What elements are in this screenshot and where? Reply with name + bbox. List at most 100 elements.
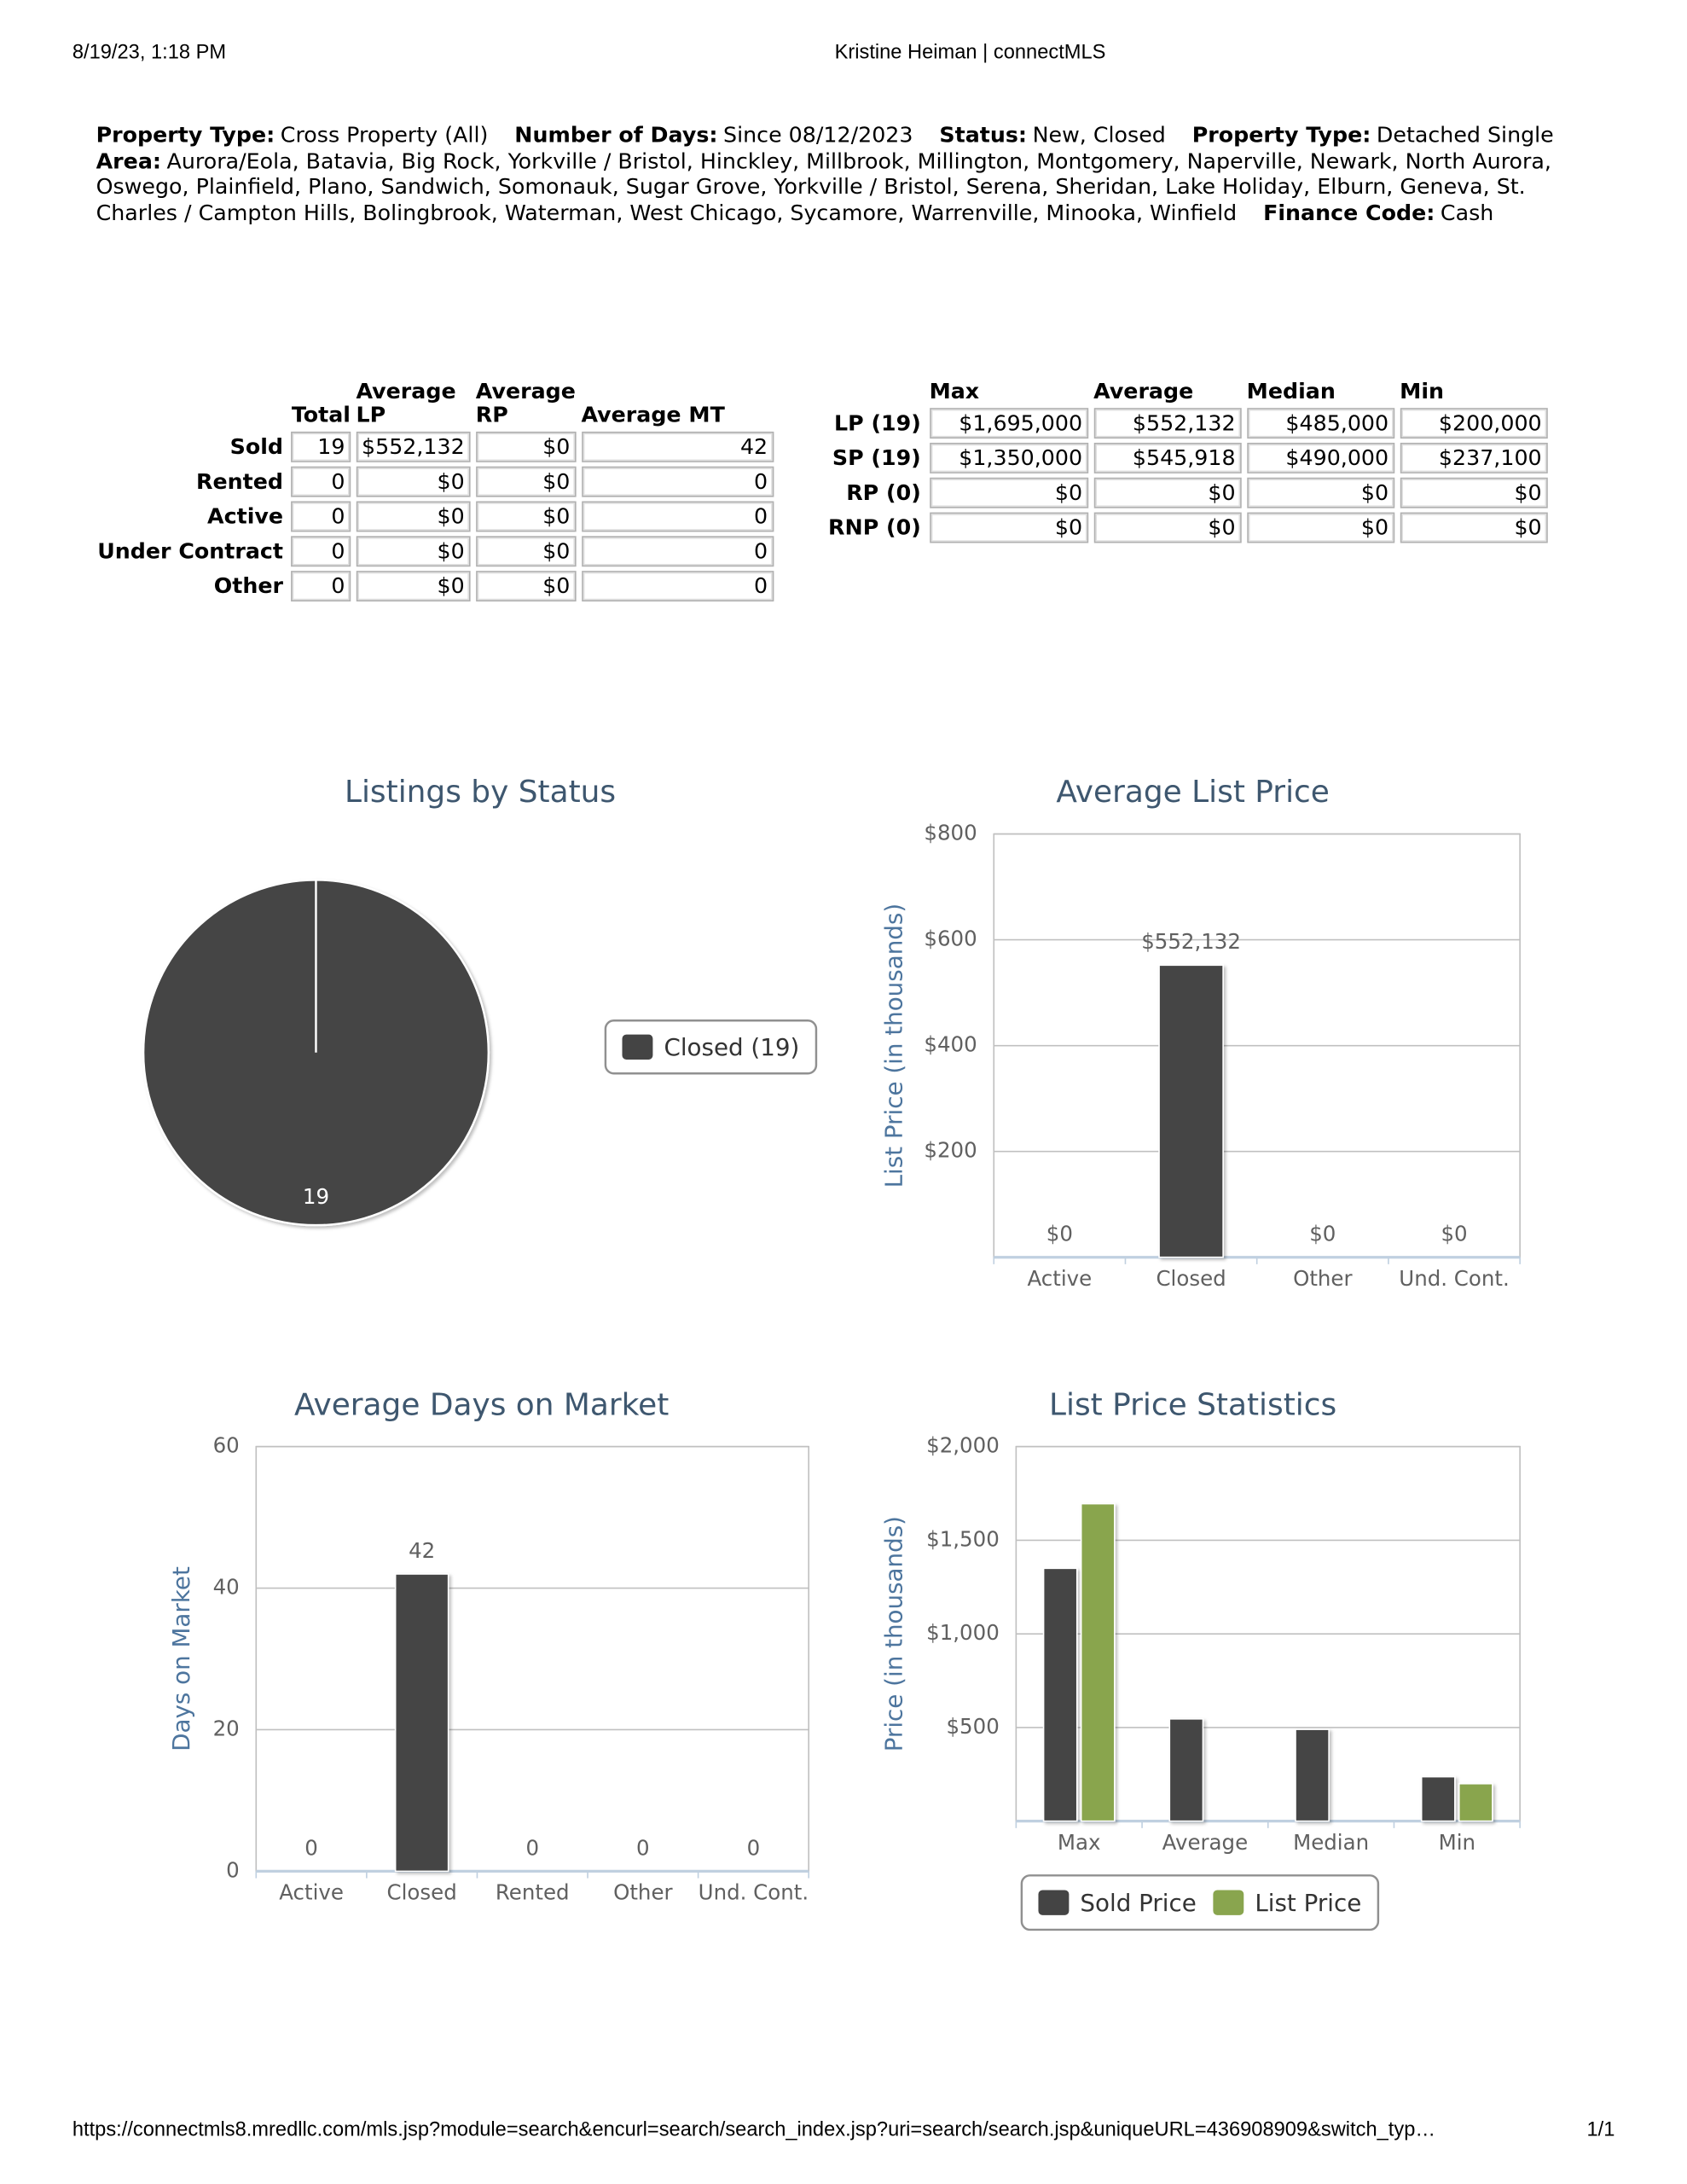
- criteria-item: Property Type: Detached Single: [1192, 123, 1554, 148]
- table-cell: 42: [581, 431, 774, 462]
- column-header: Total: [291, 402, 351, 428]
- column-header: Average: [1093, 378, 1194, 404]
- chart-title: Average List Price: [1056, 775, 1330, 810]
- y-axis-title: Price (in thousands): [879, 1516, 907, 1751]
- data-label: 42: [409, 1538, 435, 1563]
- criteria-item: Finance Code: Cash: [1263, 200, 1493, 224]
- legend-swatch: [1213, 1890, 1244, 1915]
- chart-title: Listings by Status: [345, 775, 616, 810]
- table-cell: $0: [475, 466, 576, 497]
- y-tick-label: $600: [924, 926, 977, 951]
- table-cell: 0: [581, 571, 774, 602]
- print-title: Kristine Heiman | connectMLS: [834, 41, 1106, 65]
- x-tick-label: Closed: [387, 1880, 457, 1905]
- y-tick-label: $400: [924, 1032, 977, 1057]
- y-tick-label: $1,500: [926, 1526, 1000, 1551]
- table-row: Under Contract 0 $0 $0 0: [97, 536, 774, 567]
- x-tick-label: Min: [1439, 1830, 1475, 1855]
- x-tick-label: Und. Cont.: [699, 1880, 809, 1905]
- column-header: Min: [1400, 378, 1445, 404]
- x-tick-label: Max: [1058, 1830, 1101, 1855]
- table-cell: $237,100: [1400, 442, 1548, 473]
- legend-swatch: [622, 1034, 653, 1060]
- bar: [394, 1573, 449, 1873]
- table-cell: 0: [581, 501, 774, 532]
- y-tick-label: $2,000: [926, 1433, 1000, 1458]
- row-header: Active: [207, 502, 284, 529]
- table-cell: $485,000: [1246, 408, 1394, 439]
- summary-table: Total Average LP Average RP Average MT Sold 1…: [92, 376, 779, 606]
- table-cell: $0: [475, 431, 576, 462]
- table-cell: $552,132: [356, 431, 471, 462]
- table-cell: $200,000: [1400, 408, 1548, 439]
- column-header: Median: [1246, 378, 1336, 404]
- row-header: LP (19): [833, 410, 921, 435]
- table-cell: $1,350,000: [929, 442, 1088, 473]
- data-label: 0: [747, 1835, 761, 1860]
- y-tick-label: $800: [924, 821, 977, 845]
- row-header: Rented: [196, 468, 284, 494]
- table-row: Sold 19 $552,132 $0 42: [97, 431, 774, 462]
- criteria-value: Cash: [1440, 200, 1494, 225]
- plot-area: [255, 1445, 810, 1873]
- table-cell: $0: [1400, 477, 1548, 508]
- row-header: SP (19): [832, 444, 921, 470]
- x-tick-label: Und. Cont.: [1399, 1266, 1509, 1291]
- legend-label: Closed (19): [664, 1033, 799, 1061]
- table-row: Other 0 $0 $0 0: [97, 571, 774, 602]
- legend-label: List Price: [1255, 1889, 1361, 1917]
- table-cell: $490,000: [1246, 442, 1394, 473]
- legend-swatch: [1038, 1890, 1070, 1915]
- legend-box: [604, 1019, 818, 1075]
- x-tick-label: Active: [1028, 1266, 1093, 1291]
- table-row: SP (19) $1,350,000 $545,918 $490,000 $237,10…: [828, 442, 1548, 473]
- table-cell: $0: [356, 466, 471, 497]
- criteria-value: Since 08/12/2023: [723, 122, 913, 148]
- chart-title: List Price Statistics: [1049, 1387, 1336, 1422]
- header-row: Max Average Median Min: [828, 380, 1547, 404]
- y-tick-label: $200: [924, 1138, 977, 1163]
- bar: [1168, 1718, 1204, 1822]
- print-date: 8/19/23, 1:18 PM: [72, 41, 227, 65]
- search-criteria: Property Type: Cross Property (All) Numbe…: [96, 123, 1614, 226]
- table-cell: $545,918: [1093, 442, 1242, 473]
- column-header: Average RP: [475, 378, 576, 428]
- table-row: RP (0) $0 $0 $0 $0: [828, 477, 1548, 508]
- column-header: Average MT: [581, 402, 725, 428]
- table-cell: 0: [291, 536, 351, 567]
- criteria-label: Property Type:: [96, 122, 275, 148]
- x-tick-label: Average: [1162, 1830, 1248, 1855]
- table-cell: $0: [1400, 512, 1548, 543]
- data-label: $552,132: [1141, 929, 1241, 954]
- table-cell: $0: [1093, 477, 1242, 508]
- bar: [1420, 1775, 1456, 1822]
- table-cell: $0: [475, 501, 576, 532]
- row-header: Other: [213, 572, 284, 598]
- legend-label: Sold Price: [1080, 1889, 1196, 1917]
- criteria-label: Finance Code:: [1263, 200, 1435, 225]
- criteria-label: Status:: [939, 122, 1028, 148]
- bar: [1042, 1567, 1078, 1822]
- criteria-value: Aurora/Eola, Batavia, Big Rock, Yorkvill…: [96, 148, 1551, 225]
- x-tick-label: Rented: [496, 1880, 570, 1905]
- column-header: Average LP: [356, 378, 456, 428]
- table-row: Rented 0 $0 $0 0: [97, 466, 774, 497]
- bar: [1080, 1502, 1116, 1822]
- table-cell: $552,132: [1093, 408, 1242, 439]
- data-label: 0: [636, 1835, 650, 1860]
- x-tick-label: Median: [1293, 1830, 1369, 1855]
- table-row: LP (19) $1,695,000 $552,132 $485,000 $200,00…: [828, 408, 1548, 439]
- y-tick-label: 60: [213, 1433, 240, 1458]
- criteria-label: Number of Days:: [514, 122, 718, 148]
- price-table: Max Average Median Min LP (19) $1,695,000 $552…: [823, 376, 1553, 548]
- table-cell: $0: [1093, 512, 1242, 543]
- bar: [1158, 964, 1224, 1258]
- table-cell: 0: [291, 466, 351, 497]
- x-tick-label: Other: [1293, 1266, 1353, 1291]
- table-cell: 0: [581, 536, 774, 567]
- header-row: Total Average LP Average RP Average MT: [97, 380, 773, 427]
- row-header: RP (0): [846, 479, 921, 505]
